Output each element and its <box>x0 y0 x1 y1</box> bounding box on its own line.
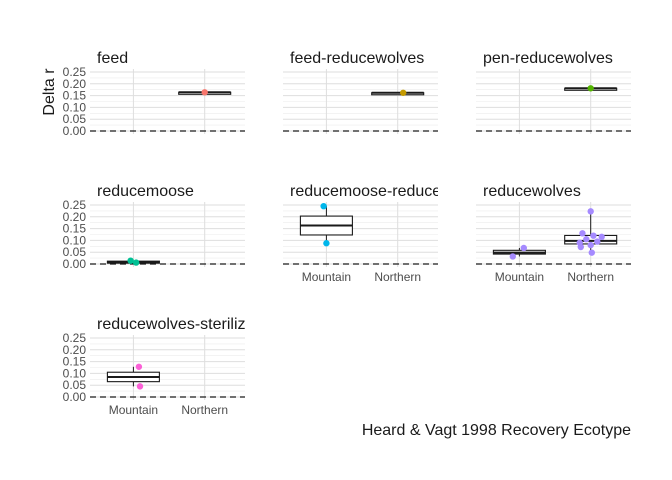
x-tick-label: Northern <box>567 270 614 284</box>
data-point <box>590 232 597 239</box>
panel: reducemoose 0.000.050.100.150.200.25 <box>63 183 245 271</box>
panel: pen-reducewolves <box>476 50 631 134</box>
data-point <box>587 208 594 215</box>
data-point <box>594 238 601 245</box>
data-point <box>201 89 208 96</box>
y-tick-label: 0.20 <box>63 77 87 91</box>
panel-title: feed <box>97 50 128 67</box>
y-tick-label: 0.10 <box>63 100 87 114</box>
y-tick-label: 0.00 <box>63 257 87 271</box>
x-tick-label: Mountain <box>495 270 544 284</box>
panel-title: reducemoose <box>97 183 194 200</box>
data-point <box>583 236 590 243</box>
x-tick-label: Northern <box>374 270 421 284</box>
data-point <box>127 257 134 264</box>
y-tick-label: 0.05 <box>63 245 87 259</box>
x-tick-label: Mountain <box>109 403 158 417</box>
data-point <box>323 240 330 247</box>
y-tick-label: 0.05 <box>63 378 87 392</box>
data-point <box>400 89 407 96</box>
data-point <box>136 383 144 390</box>
data-point <box>577 243 584 251</box>
panel-title: reducemoose-reducewolves <box>290 183 490 200</box>
data-point <box>320 202 327 210</box>
y-tick-label: 0.00 <box>63 124 87 138</box>
panel: reducewolves-sterilize0.000.050.100.150.… <box>63 316 254 417</box>
y-tick-label: 0.25 <box>63 65 87 79</box>
y-tick-label: 0.20 <box>63 343 87 357</box>
panel: feed-reducewolves <box>283 50 438 134</box>
y-tick-label: 0.15 <box>63 355 87 369</box>
y-tick-label: 0.10 <box>63 366 87 380</box>
box <box>492 247 546 257</box>
y-tick-label: 0.15 <box>63 222 87 236</box>
panels: feed0.000.050.100.150.200.25feed-reducew… <box>63 50 631 417</box>
y-tick-label: 0.00 <box>63 390 87 404</box>
panel: reducewolves Mountain Northern <box>476 183 631 284</box>
y-tick-label: 0.25 <box>63 198 87 212</box>
panel-title: feed-reducewolves <box>290 50 424 67</box>
data-point <box>132 259 140 266</box>
panel-title: reducewolves <box>483 183 581 200</box>
panel: reducemoose-reducewolves Mountain Northern <box>283 183 490 284</box>
x-axis-label: Heard & Vagt 1998 Recovery Ecotype <box>362 422 631 439</box>
data-point <box>135 363 143 370</box>
y-tick-label: 0.10 <box>63 233 87 247</box>
data-point <box>587 241 594 249</box>
data-point <box>520 244 527 252</box>
data-point <box>588 249 595 256</box>
y-tick-label: 0.25 <box>63 331 87 345</box>
box <box>371 91 425 96</box>
box <box>299 206 353 244</box>
x-tick-label: Mountain <box>302 270 351 284</box>
y-tick-label: 0.20 <box>63 210 87 224</box>
y-tick-label: 0.05 <box>63 112 87 126</box>
data-point <box>587 85 594 92</box>
data-point <box>509 253 516 260</box>
data-point <box>598 233 605 241</box>
y-tick-label: 0.15 <box>63 89 87 103</box>
panel-title: reducewolves-sterilize <box>97 316 254 333</box>
y-axis-label: Delta r <box>41 68 58 116</box>
panel-title: pen-reducewolves <box>483 50 613 67</box>
panel: feed 0.000.050.100.150.200.25 <box>63 50 245 138</box>
x-tick-label: Northern <box>181 403 228 417</box>
data-point <box>579 230 586 237</box>
box <box>106 366 160 387</box>
